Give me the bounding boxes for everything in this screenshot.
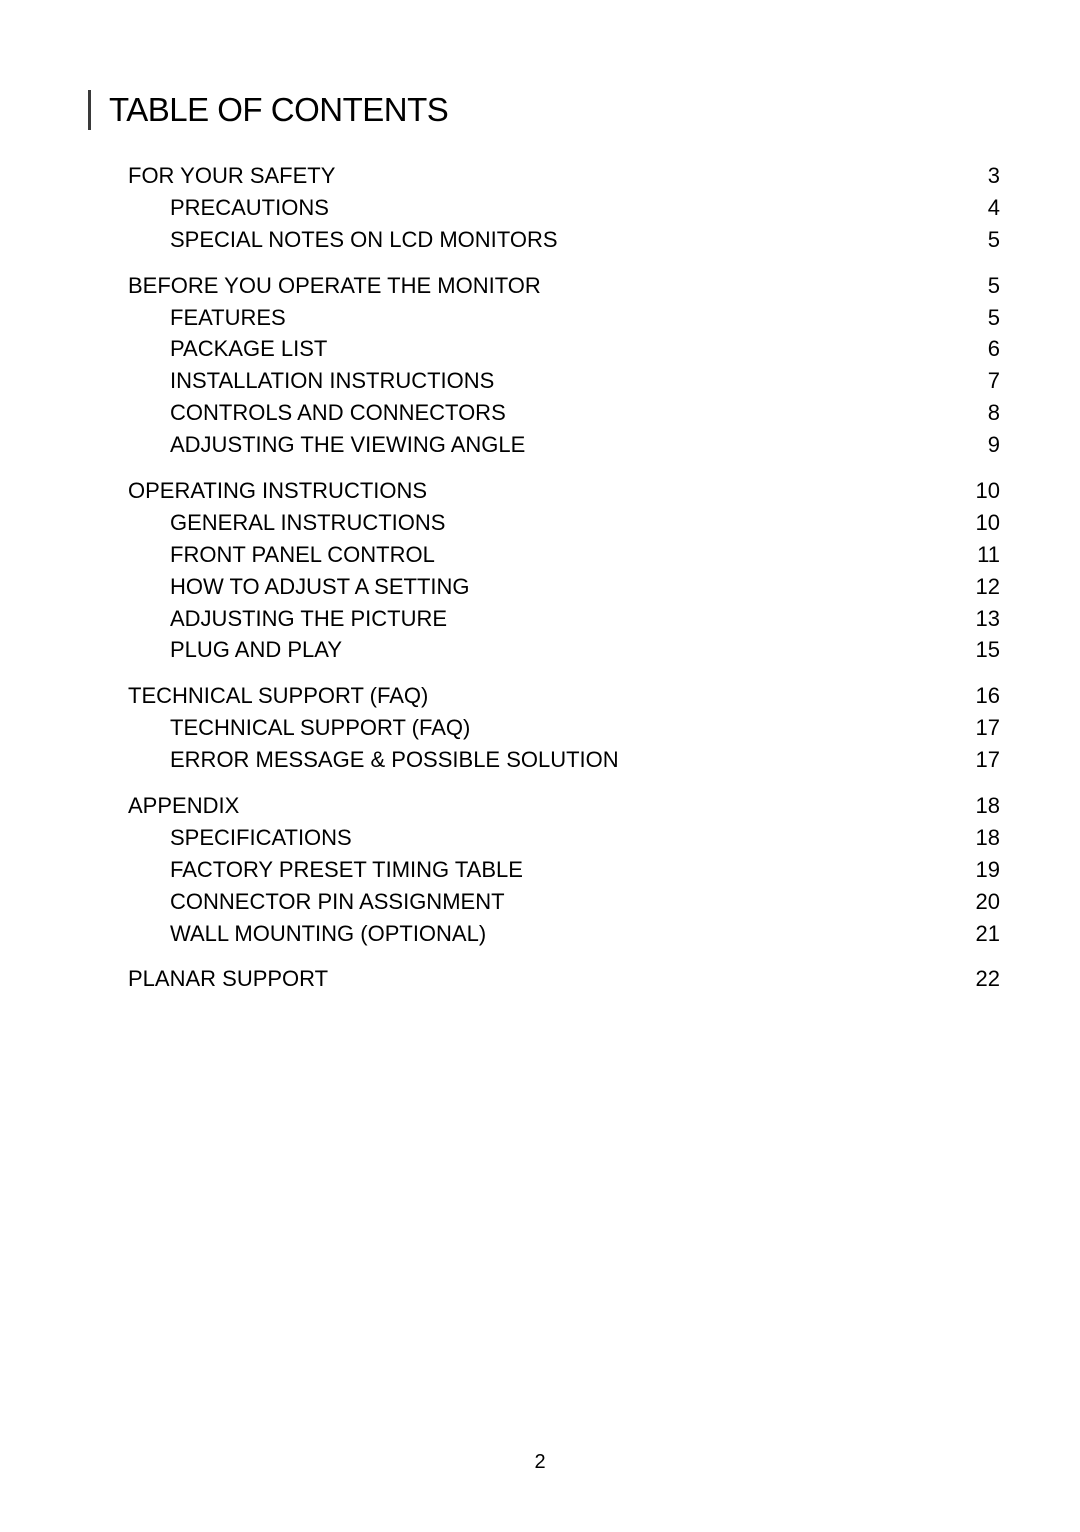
toc-entry-label: SPECIFICATIONS <box>170 822 352 854</box>
toc-entry-label: CONNECTOR PIN ASSIGNMENT <box>170 886 505 918</box>
toc-entry-page: 8 <box>988 397 1000 429</box>
toc-entry: HOW TO ADJUST A SETTING 12 <box>128 571 1000 603</box>
toc-entry-page: 11 <box>977 539 1000 571</box>
toc-section: BEFORE YOU OPERATE THE MONITOR 5FEATURES… <box>128 270 1000 461</box>
toc-entry-label: PRECAUTIONS <box>170 192 329 224</box>
toc-entry: SPECIAL NOTES ON LCD MONITORS 5 <box>128 224 1000 256</box>
toc-section: TECHNICAL SUPPORT (FAQ) 16TECHNICAL SUPP… <box>128 680 1000 776</box>
toc-entry-label: ADJUSTING THE PICTURE <box>170 603 447 635</box>
toc-entry-page: 4 <box>988 192 1000 224</box>
toc-entry-label: BEFORE YOU OPERATE THE MONITOR <box>128 270 541 302</box>
toc-entry: INSTALLATION INSTRUCTIONS 7 <box>128 365 1000 397</box>
title-region: TABLE OF CONTENTS <box>88 90 1000 130</box>
toc-entry-page: 22 <box>976 963 1000 995</box>
toc-section: FOR YOUR SAFETY3PRECAUTIONS 4SPECIAL NOT… <box>128 160 1000 256</box>
toc-entry: CONTROLS AND CONNECTORS 8 <box>128 397 1000 429</box>
toc-entry: CONNECTOR PIN ASSIGNMENT 20 <box>128 886 1000 918</box>
toc-entry-page: 9 <box>988 429 1000 461</box>
toc-entry-label: FOR YOUR SAFETY <box>128 160 335 192</box>
toc-entry-label: TECHNICAL SUPPORT (FAQ) <box>128 680 428 712</box>
toc-entry-page: 16 <box>976 680 1000 712</box>
toc-entry-label: ADJUSTING THE VIEWING ANGLE <box>170 429 525 461</box>
toc-entry: FACTORY PRESET TIMING TABLE 19 <box>128 854 1000 886</box>
toc-entry: ADJUSTING THE VIEWING ANGLE 9 <box>128 429 1000 461</box>
toc-entry-page: 18 <box>976 822 1000 854</box>
toc-entry-label: WALL MOUNTING (OPTIONAL) <box>170 918 486 950</box>
toc-entry-page: 20 <box>976 886 1000 918</box>
table-of-contents: FOR YOUR SAFETY3PRECAUTIONS 4SPECIAL NOT… <box>88 160 1000 995</box>
toc-entry: PLUG AND PLAY 15 <box>128 634 1000 666</box>
toc-entry: PRECAUTIONS 4 <box>128 192 1000 224</box>
toc-entry: FOR YOUR SAFETY 3 <box>128 160 1000 192</box>
toc-entry-label: FACTORY PRESET TIMING TABLE <box>170 854 523 886</box>
toc-entry-label: GENERAL INSTRUCTIONS <box>170 507 445 539</box>
toc-entry-label: TECHNICAL SUPPORT (FAQ) <box>170 712 470 744</box>
toc-entry-label: FEATURES <box>170 302 286 334</box>
toc-entry-page: 3 <box>988 160 1000 192</box>
toc-entry: FRONT PANEL CONTROL 11 <box>128 539 1000 571</box>
toc-entry: OPERATING INSTRUCTIONS 10 <box>128 475 1000 507</box>
toc-entry-page: 10 <box>976 507 1000 539</box>
toc-entry-label: CONTROLS AND CONNECTORS <box>170 397 506 429</box>
toc-entry: ERROR MESSAGE & POSSIBLE SOLUTION 17 <box>128 744 1000 776</box>
toc-entry-label: PLUG AND PLAY <box>170 634 342 666</box>
toc-entry: TECHNICAL SUPPORT (FAQ) 17 <box>128 712 1000 744</box>
toc-entry: SPECIFICATIONS 18 <box>128 822 1000 854</box>
toc-entry-page: 19 <box>976 854 1000 886</box>
toc-entry: WALL MOUNTING (OPTIONAL) 21 <box>128 918 1000 950</box>
toc-entry-label: SPECIAL NOTES ON LCD MONITORS <box>170 224 558 256</box>
toc-entry-label: ERROR MESSAGE & POSSIBLE SOLUTION <box>170 744 619 776</box>
toc-entry-page: 6 <box>988 333 1000 365</box>
toc-entry: BEFORE YOU OPERATE THE MONITOR 5 <box>128 270 1000 302</box>
toc-entry: FEATURES 5 <box>128 302 1000 334</box>
toc-entry: PLANAR SUPPORT 22 <box>128 963 1000 995</box>
toc-section: APPENDIX 18SPECIFICATIONS 18FACTORY PRES… <box>128 790 1000 949</box>
toc-entry-label: INSTALLATION INSTRUCTIONS <box>170 365 494 397</box>
toc-entry-label: APPENDIX <box>128 790 239 822</box>
toc-entry-page: 5 <box>988 302 1000 334</box>
toc-entry-page: 17 <box>976 744 1000 776</box>
toc-entry-page: 18 <box>976 790 1000 822</box>
toc-entry: ADJUSTING THE PICTURE 13 <box>128 603 1000 635</box>
toc-entry-page: 13 <box>976 603 1000 635</box>
toc-entry: PACKAGE LIST 6 <box>128 333 1000 365</box>
toc-entry: GENERAL INSTRUCTIONS 10 <box>128 507 1000 539</box>
toc-section: OPERATING INSTRUCTIONS 10GENERAL INSTRUC… <box>128 475 1000 666</box>
title-bar <box>88 90 91 130</box>
document-page: TABLE OF CONTENTS FOR YOUR SAFETY3PRECAU… <box>0 0 1080 995</box>
page-title: TABLE OF CONTENTS <box>109 91 448 129</box>
toc-entry-page: 10 <box>976 475 1000 507</box>
toc-entry-page: 5 <box>988 224 1000 256</box>
toc-entry-page: 15 <box>976 634 1000 666</box>
toc-entry-label: OPERATING INSTRUCTIONS <box>128 475 427 507</box>
toc-entry-page: 5 <box>988 270 1000 302</box>
toc-entry-label: FRONT PANEL CONTROL <box>170 539 435 571</box>
toc-entry-page: 7 <box>988 365 1000 397</box>
toc-entry-page: 12 <box>976 571 1000 603</box>
toc-entry-label: PLANAR SUPPORT <box>128 963 328 995</box>
toc-entry: TECHNICAL SUPPORT (FAQ) 16 <box>128 680 1000 712</box>
toc-entry-label: HOW TO ADJUST A SETTING <box>170 571 470 603</box>
toc-section: PLANAR SUPPORT 22 <box>128 963 1000 995</box>
toc-entry-page: 17 <box>976 712 1000 744</box>
toc-entry: APPENDIX 18 <box>128 790 1000 822</box>
page-number: 2 <box>0 1451 1080 1474</box>
toc-entry-page: 21 <box>976 918 1000 950</box>
toc-entry-label: PACKAGE LIST <box>170 333 327 365</box>
